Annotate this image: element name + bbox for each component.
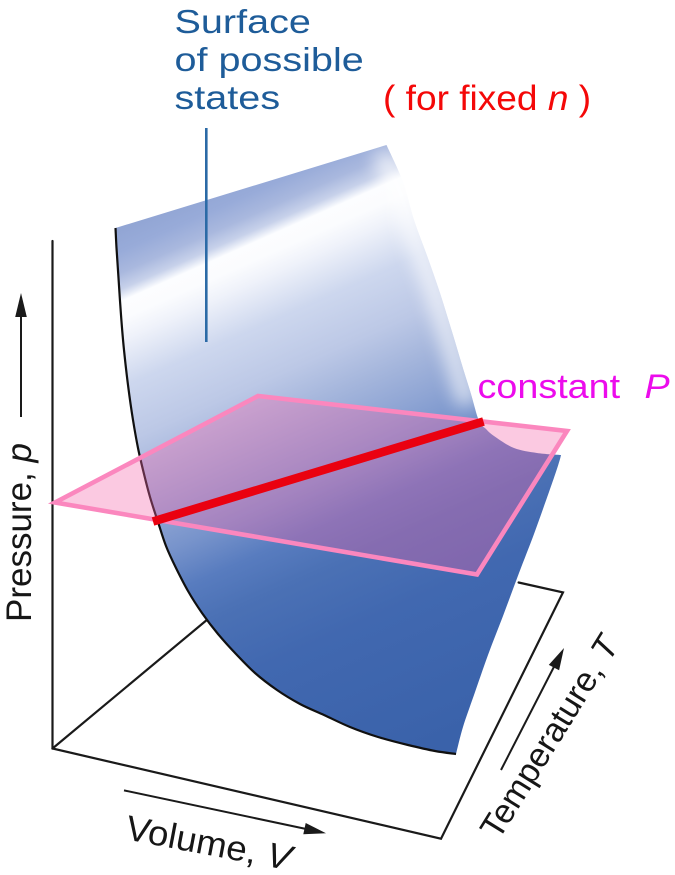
svg-text:Surface: Surface [175,3,311,40]
svg-text:states: states [175,79,281,116]
svg-text:of possible: of possible [175,41,364,78]
svg-text:Pressure, p: Pressure, p [0,443,39,622]
svg-text:( for fixed n ): ( for fixed n ) [383,78,591,118]
